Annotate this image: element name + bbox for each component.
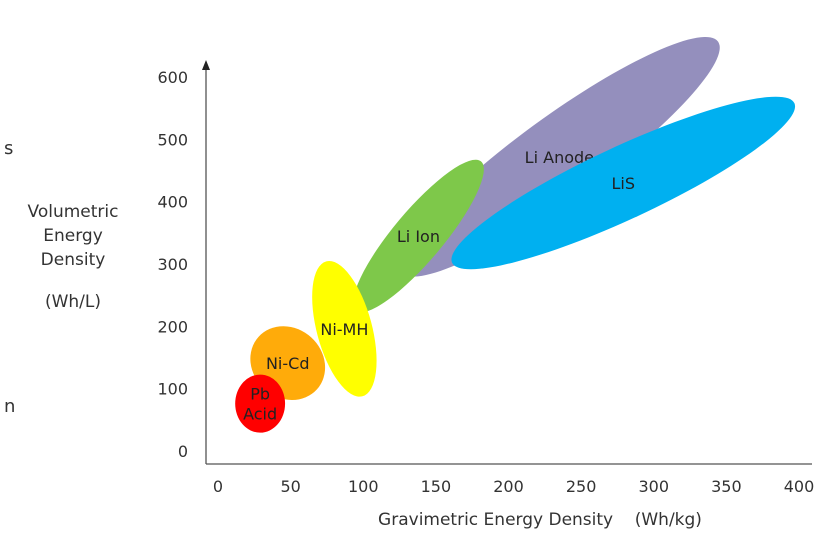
edge-fragment: n (4, 396, 16, 417)
region-label: LiS (611, 174, 635, 193)
y-axis-arrow (202, 60, 210, 70)
region-label: Acid (243, 405, 277, 424)
region-ellipse (451, 96, 796, 270)
region-ellipse (235, 374, 286, 433)
y-tick-label: 400 (157, 193, 188, 212)
x-tick-label: 250 (566, 477, 597, 496)
region-group: Ni-MH (312, 261, 377, 397)
x-tick-label: 350 (711, 477, 742, 496)
region-label: Ni-Cd (266, 354, 310, 373)
x-tick-label: 400 (784, 477, 815, 496)
region-group: Li Ion (353, 159, 484, 313)
x-tick-label: 200 (493, 477, 524, 496)
y-tick-label: 600 (157, 68, 188, 87)
axes (202, 60, 812, 465)
region-label: Ni-MH (320, 320, 368, 339)
x-tick-label: 100 (348, 477, 379, 496)
x-tick-label: 150 (421, 477, 452, 496)
region-label: Li Ion (397, 227, 440, 246)
y-axis-label: Volumetric Energy Density (Wh/L) (10, 200, 136, 314)
x-tick-label: 300 (638, 477, 669, 496)
region-label: Pb (250, 385, 270, 404)
region-group: Li Anode (398, 36, 720, 277)
y-axis-label-line: Energy (43, 226, 103, 246)
y-axis-label-line: Volumetric (27, 202, 119, 222)
y-tick-label: 300 (157, 255, 188, 274)
y-axis-label-line: Density (40, 250, 106, 270)
y-tick-label: 500 (157, 130, 188, 149)
edge-fragment: s (4, 138, 14, 159)
tick-labels: 0 50 100 150 200 250 300 350 400 0 100 200 300 400 500… (157, 68, 814, 496)
x-tick-label: 50 (280, 477, 300, 496)
y-axis-label-line: (Wh/L) (44, 292, 102, 312)
y-tick-label: 0 (178, 442, 188, 461)
region-ellipse (353, 159, 484, 313)
region-ellipse (398, 36, 720, 277)
x-tick-label: 0 (213, 477, 223, 496)
region-ellipse (312, 261, 377, 397)
y-tick-label: 200 (157, 317, 188, 336)
region-group: LiS (451, 96, 796, 270)
region-label: Li Anode (525, 148, 594, 167)
x-axis-label: Gravimetric Energy Density (Wh/kg) (378, 510, 702, 530)
y-tick-label: 100 (157, 380, 188, 399)
